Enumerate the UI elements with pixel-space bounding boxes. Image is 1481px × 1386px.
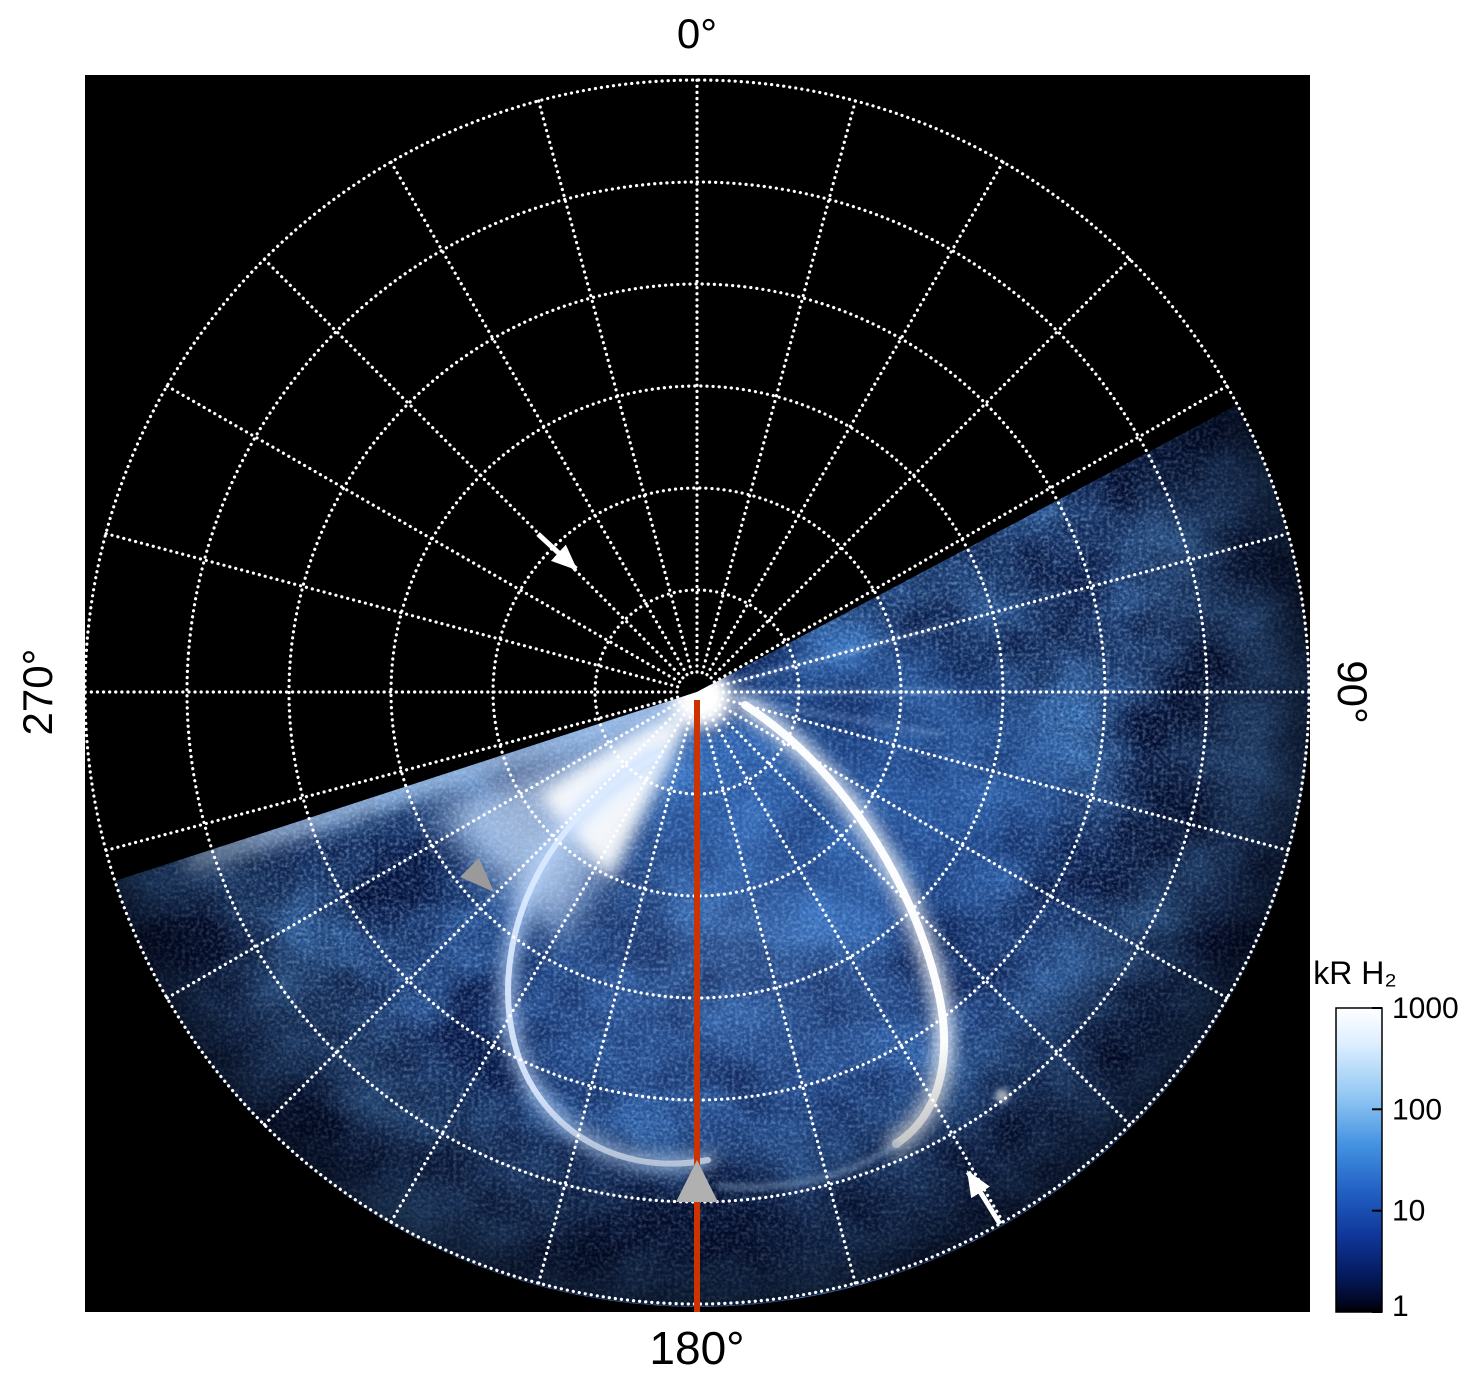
angle-label-270: 270° [14,649,61,736]
grid-radial-line [700,99,858,675]
white-arrow-upper-left-icon [536,532,578,571]
grid-radial-line [714,531,1290,689]
colorbar: kR H₂ 1000 100 10 1 [1313,955,1459,1323]
grid-radial-line [705,160,1005,677]
angle-label-90: 90° [1329,660,1376,724]
polar-grid [83,78,1311,1306]
grid-radial-line [714,695,1290,853]
grid-radial-line [165,700,682,1000]
colorbar-tick-label: 10 [1392,1195,1425,1228]
angle-label-0: 0° [677,10,717,57]
grid-radial-line [165,384,682,684]
grid-radial-line [389,160,689,677]
angle-label-180: 180° [649,1322,744,1374]
gray-arrowhead-left-icon [460,858,494,892]
grid-radial-line [712,384,1229,684]
colorbar-tick-label: 1000 [1392,992,1459,1025]
grid-ring [185,180,1209,1204]
grid-radial-line [709,704,1132,1127]
colorbar-tick-group: 1000 100 10 1 [1372,992,1459,1323]
white-arrow-lower-right-icon [965,1170,1003,1226]
grid-radial-line [104,531,680,689]
grid-radial-line [709,257,1132,680]
grid-radial-line [712,700,1229,1000]
colorbar-tick-label: 1 [1392,1290,1409,1323]
gray-arrowhead-bottom-icon [676,1160,718,1202]
grid-radial-line [262,704,685,1127]
grid-radial-line [700,709,858,1285]
grid-radial-line [705,707,1005,1224]
grid-radial-line [536,99,694,675]
grid-radial-line [536,709,694,1285]
grid-radial-line [389,707,689,1224]
colorbar-gradient [1335,1007,1383,1313]
colorbar-title: kR H₂ [1313,955,1397,991]
grid-radial-line [104,695,680,853]
grid-radial-line [262,257,685,680]
colorbar-tick-label: 100 [1392,1093,1442,1126]
